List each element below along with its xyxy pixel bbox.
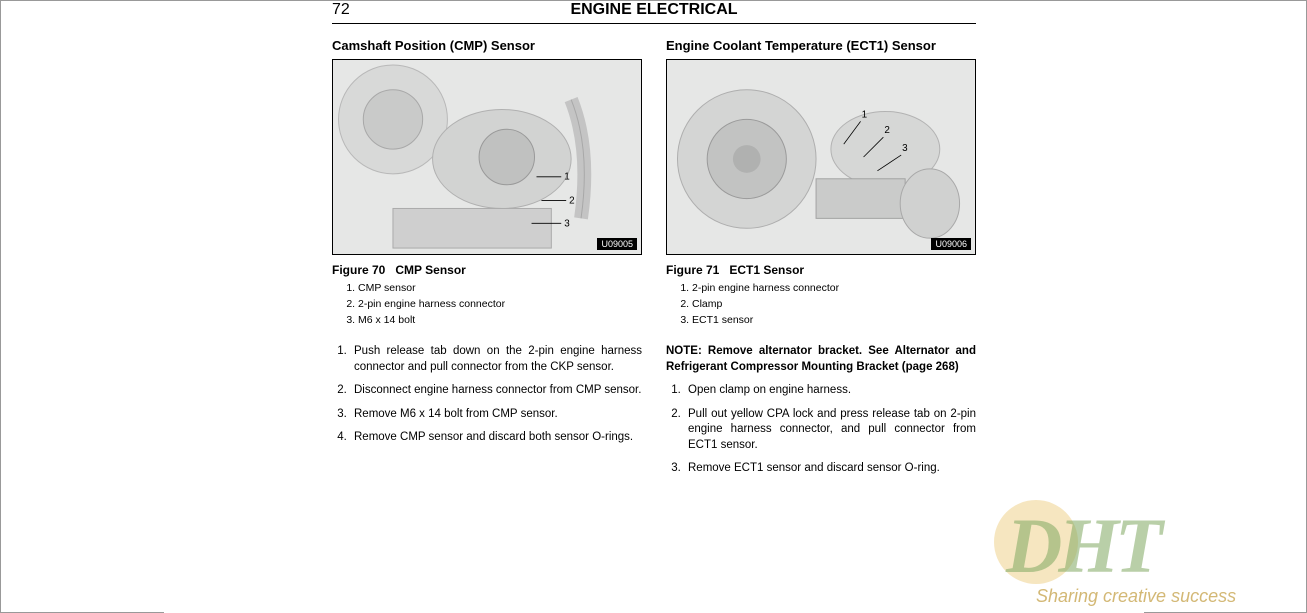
svg-text:3: 3 [564,218,570,229]
figure-71-title: ECT1 Sensor [729,263,804,277]
svg-text:2: 2 [569,196,575,207]
step-item: Open clamp on engine harness. [684,383,976,399]
section-title: ENGINE ELECTRICAL [334,1,974,19]
step-item: Remove M6 x 14 bolt from CMP sensor. [350,407,642,423]
page-header: 72 ENGINE ELECTRICAL [164,1,1144,19]
svg-text:1: 1 [862,109,868,120]
figure-71-image: 1 2 3 U09006 [666,59,976,255]
header-rule [332,23,976,24]
legend-item: 2-pin engine harness connector [358,297,642,313]
procedure-note: NOTE: Remove alternator bracket. See Alt… [666,344,976,375]
left-procedure-steps: Push release tab down on the 2-pin engin… [332,344,642,446]
figure-71-tag: U09006 [931,238,971,250]
legend-item: 2-pin engine harness connector [692,281,976,297]
page-number: 72 [164,1,334,19]
figure-71-caption: Figure 71 ECT1 Sensor [666,263,976,277]
figure-71-legend: 2-pin engine harness connector Clamp ECT… [666,281,976,328]
figure-70-image: 1 2 3 U09005 [332,59,642,255]
cmp-sensor-illustration: 1 2 3 [333,60,641,254]
legend-item: ECT1 sensor [692,313,976,329]
step-item: Remove CMP sensor and discard both senso… [350,430,642,446]
svg-text:2: 2 [884,125,890,136]
svg-text:3: 3 [902,143,908,154]
legend-item: M6 x 14 bolt [358,313,642,329]
legend-item: CMP sensor [358,281,642,297]
right-column: Engine Coolant Temperature (ECT1) Sensor… [666,38,976,485]
ect1-sensor-illustration: 1 2 3 [667,60,975,254]
legend-item: Clamp [692,297,976,313]
figure-70-caption: Figure 70 CMP Sensor [332,263,642,277]
step-item: Push release tab down on the 2-pin engin… [350,344,642,375]
left-column: Camshaft Position (CMP) Sensor [332,38,642,485]
step-item: Remove ECT1 sensor and discard sensor O-… [684,461,976,477]
document-page: 72 ENGINE ELECTRICAL Camshaft Position (… [164,1,1144,613]
two-column-layout: Camshaft Position (CMP) Sensor [164,38,1144,485]
step-item: Disconnect engine harness connector from… [350,383,642,399]
svg-text:1: 1 [564,172,570,183]
right-procedure-steps: Open clamp on engine harness. Pull out y… [666,383,976,477]
right-heading: Engine Coolant Temperature (ECT1) Sensor [666,38,976,53]
figure-70-tag: U09005 [597,238,637,250]
figure-71-label: Figure 71 [666,263,719,277]
step-item: Pull out yellow CPA lock and press relea… [684,407,976,454]
left-heading: Camshaft Position (CMP) Sensor [332,38,642,53]
figure-70-label: Figure 70 [332,263,385,277]
figure-70-title: CMP Sensor [395,263,465,277]
pdf-viewer: 72 ENGINE ELECTRICAL Camshaft Position (… [0,0,1307,613]
figure-70-legend: CMP sensor 2-pin engine harness connecto… [332,281,642,328]
